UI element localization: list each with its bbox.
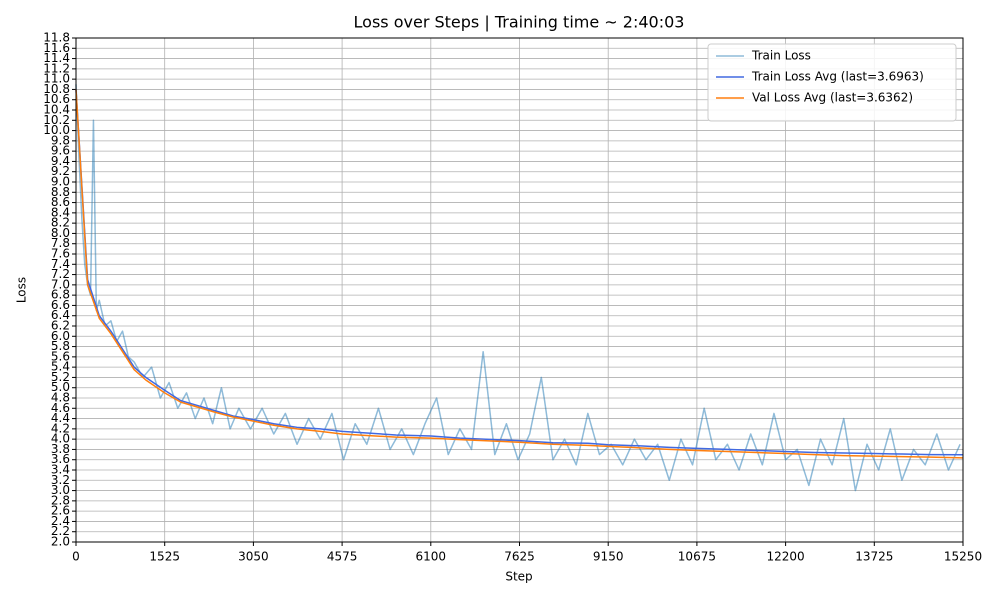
- chart-title: Loss over Steps | Training time ~ 2:40:0…: [354, 13, 685, 32]
- x-axis-label: Step: [505, 570, 532, 584]
- x-tick-label: 4575: [327, 550, 358, 564]
- y-tick-label: 6.8: [51, 288, 70, 302]
- y-tick-label: 2.4: [51, 514, 70, 528]
- y-tick-label: 6.2: [51, 319, 70, 333]
- y-tick-label: 2.0: [51, 535, 70, 549]
- legend: Train Loss Train Loss Avg (last=3.6963) Va…: [707, 43, 957, 122]
- y-tick-label: 5.4: [51, 360, 70, 374]
- legend-label: Train Loss: [751, 49, 811, 63]
- y-tick-label: 3.2: [51, 473, 70, 487]
- y-tick-label: 11.4: [43, 51, 70, 65]
- legend-label: Train Loss Avg (last=3.6963): [751, 70, 924, 84]
- y-tick-label: 8.2: [51, 216, 70, 230]
- y-tick-label: 7.8: [51, 236, 70, 250]
- y-tick-label: 5.2: [51, 370, 70, 384]
- y-tick-label: 4.0: [51, 432, 70, 446]
- y-tick-label: 7.0: [51, 277, 70, 291]
- y-tick-label: 9.0: [51, 175, 70, 189]
- line-series: [75, 89, 964, 456]
- y-tick-label: 10.4: [43, 103, 70, 117]
- y-tick-label: 8.6: [51, 195, 70, 209]
- y-tick-label: 8.8: [51, 185, 70, 199]
- y-tick-label: 9.4: [51, 154, 70, 168]
- x-tick-label: 0: [72, 550, 80, 564]
- y-axis-label: Loss: [15, 277, 29, 303]
- y-tick-label: 4.4: [51, 411, 70, 425]
- y-tick-label: 8.4: [51, 205, 70, 219]
- y-tick-label: 2.6: [51, 504, 70, 518]
- x-tick-label: 9150: [593, 550, 624, 564]
- y-tick-label: 11.8: [43, 31, 70, 45]
- y-tick-label: 6.0: [51, 329, 70, 343]
- y-tick-label: 8.0: [51, 226, 70, 240]
- y-tick-label: 2.2: [51, 524, 70, 538]
- y-tick-label: 2.8: [51, 493, 70, 507]
- y-tick-label: 10.6: [43, 92, 70, 106]
- y-tick-label: 11.0: [43, 72, 70, 86]
- x-tick-label: 12200: [767, 550, 805, 564]
- y-tick-label: 7.2: [51, 267, 70, 281]
- x-tick-label: 15250: [944, 550, 982, 564]
- legend-label: Val Loss Avg (last=3.6362): [752, 91, 913, 105]
- y-tick-label: 7.4: [51, 257, 70, 271]
- y-tick-label: 10.2: [43, 113, 70, 127]
- y-tick-label: 3.4: [51, 463, 70, 477]
- x-tick-label: 13725: [855, 550, 893, 564]
- y-tick-label: 11.2: [43, 61, 70, 75]
- y-tick-label: 6.6: [51, 298, 70, 312]
- x-tick-label: 1525: [149, 550, 180, 564]
- y-tick-label: 3.8: [51, 442, 70, 456]
- y-tick-label: 10.0: [43, 123, 70, 137]
- y-tick-label: 4.6: [51, 401, 70, 415]
- x-tick-label: 3050: [238, 550, 269, 564]
- line-series: [75, 89, 964, 459]
- y-tick-label: 5.8: [51, 339, 70, 353]
- y-tick-label: 6.4: [51, 308, 70, 322]
- y-tick-label: 11.6: [43, 41, 70, 55]
- x-tick-label: 6100: [416, 550, 447, 564]
- y-tick-label: 4.2: [51, 421, 70, 435]
- y-tick-label: 7.6: [51, 247, 70, 261]
- x-tick-label: 7625: [504, 550, 535, 564]
- y-tick-label: 4.8: [51, 391, 70, 405]
- plot-frame: [75, 37, 964, 543]
- y-tick-label: 9.2: [51, 164, 70, 178]
- y-tick-label: 9.6: [51, 144, 70, 158]
- y-tick-label: 5.6: [51, 349, 70, 363]
- x-tick-label: 10675: [678, 550, 716, 564]
- y-tick-label: 3.0: [51, 483, 70, 497]
- y-tick-label: 9.8: [51, 133, 70, 147]
- legend-box: [707, 43, 957, 122]
- y-tick-label: 10.8: [43, 82, 70, 96]
- y-tick-label: 3.6: [51, 452, 70, 466]
- y-tick-label: 5.0: [51, 380, 70, 394]
